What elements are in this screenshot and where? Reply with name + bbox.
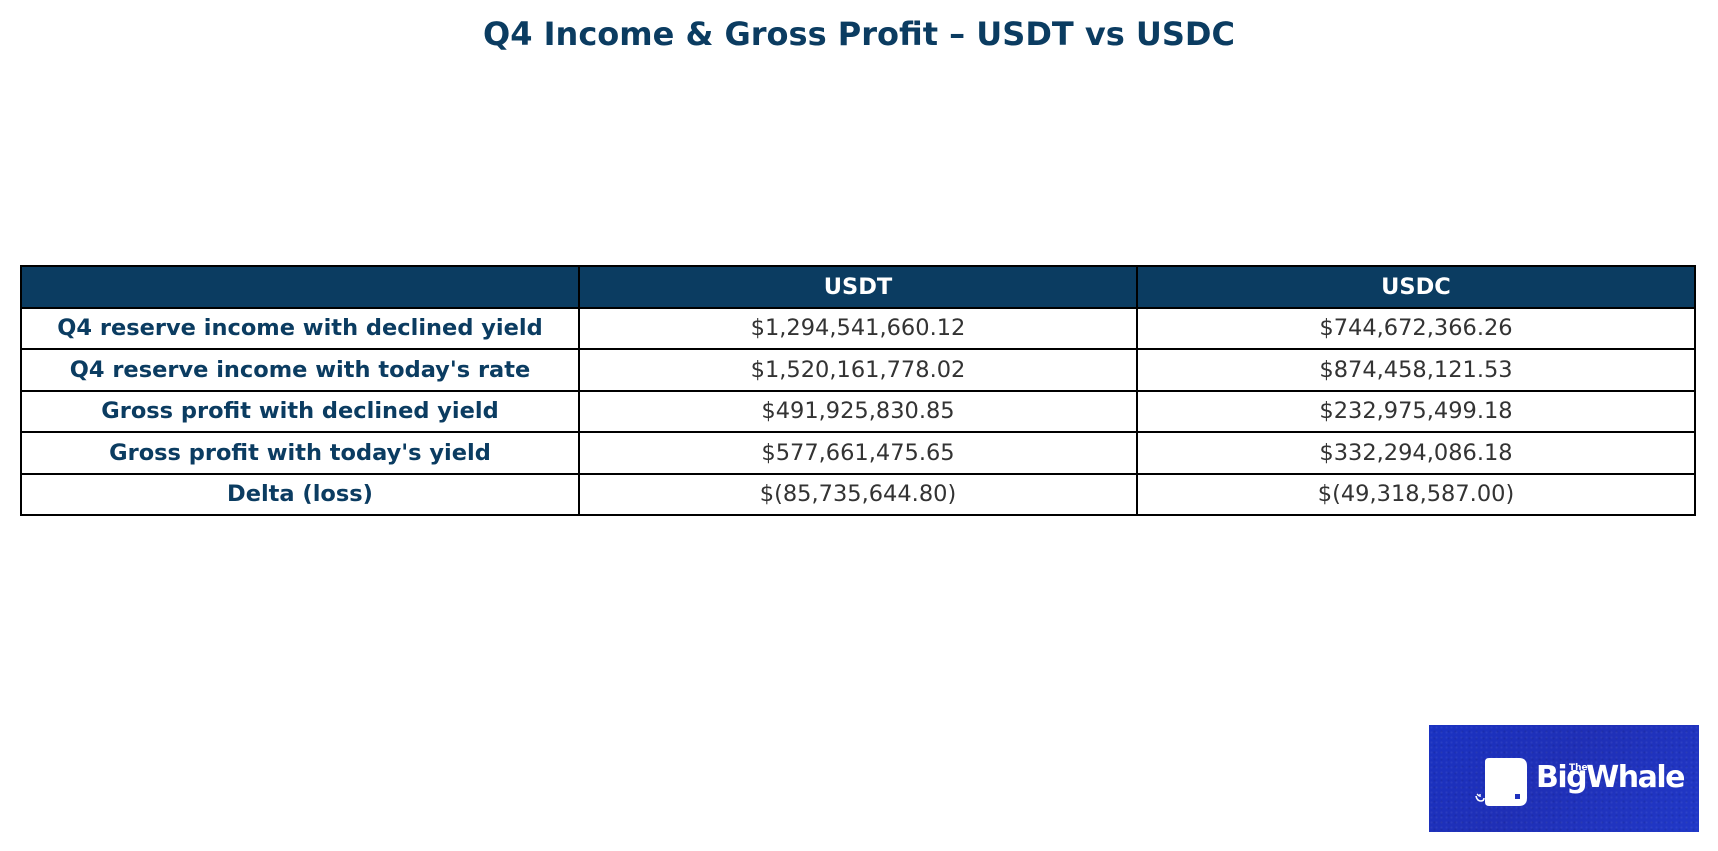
logo-texture	[1429, 725, 1699, 832]
logo-name-text: BigWhale	[1536, 760, 1685, 795]
table-row: Gross profit with today's yield $577,661…	[20, 431, 1696, 475]
data-table: USDT USDC Q4 reserve income with decline…	[20, 265, 1696, 516]
cell-usdc: $874,458,121.53	[1136, 348, 1696, 392]
row-label: Gross profit with declined yield	[20, 389, 580, 433]
row-label: Q4 reserve income with declined yield	[20, 306, 580, 350]
cell-usdc: $232,975,499.18	[1136, 389, 1696, 433]
cell-usdc: $744,672,366.26	[1136, 306, 1696, 350]
cell-usdt: $491,925,830.85	[578, 389, 1138, 433]
cell-usdc: $332,294,086.18	[1136, 431, 1696, 475]
table-row: Q4 reserve income with today's rate $1,5…	[20, 348, 1696, 392]
big-whale-logo: The BigWhale	[1429, 725, 1699, 832]
column-header-label	[20, 265, 580, 309]
row-label: Delta (loss)	[20, 472, 580, 516]
cell-usdc: $(49,318,587.00)	[1136, 472, 1696, 516]
cell-usdt: $577,661,475.65	[578, 431, 1138, 475]
cell-usdt: $(85,735,644.80)	[578, 472, 1138, 516]
chart-title: Q4 Income & Gross Profit – USDT vs USDC	[483, 15, 1235, 53]
logo-the-text: The	[1569, 763, 1588, 773]
table-row: Q4 reserve income with declined yield $1…	[20, 306, 1696, 350]
table-row: Delta (loss) $(85,735,644.80) $(49,318,5…	[20, 472, 1696, 516]
column-header-usdt: USDT	[578, 265, 1138, 309]
table-header-row: USDT USDC	[20, 265, 1696, 309]
cell-usdt: $1,294,541,660.12	[578, 306, 1138, 350]
table-row: Gross profit with declined yield $491,92…	[20, 389, 1696, 433]
row-label: Gross profit with today's yield	[20, 431, 580, 475]
row-label: Q4 reserve income with today's rate	[20, 348, 580, 392]
whale-logo-icon	[1475, 758, 1527, 806]
column-header-usdc: USDC	[1136, 265, 1696, 309]
cell-usdt: $1,520,161,778.02	[578, 348, 1138, 392]
